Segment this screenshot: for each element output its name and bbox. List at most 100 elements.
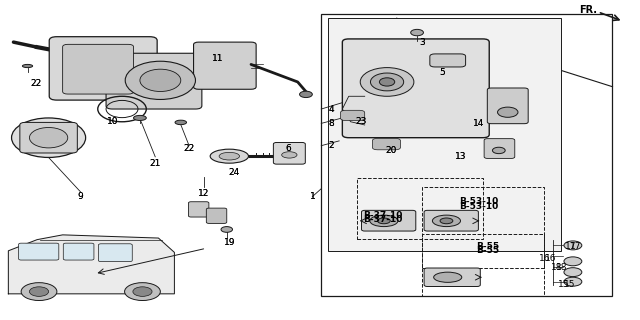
Text: 3: 3 <box>419 38 425 47</box>
Text: 4: 4 <box>329 105 334 114</box>
FancyBboxPatch shape <box>487 88 528 124</box>
FancyBboxPatch shape <box>188 202 209 217</box>
Ellipse shape <box>378 218 390 224</box>
FancyBboxPatch shape <box>424 210 478 231</box>
FancyBboxPatch shape <box>99 244 132 262</box>
Ellipse shape <box>12 118 86 157</box>
Text: 11: 11 <box>212 53 223 62</box>
Text: 9: 9 <box>77 192 83 201</box>
Text: 12: 12 <box>198 189 209 198</box>
Text: 21: 21 <box>150 159 161 168</box>
FancyBboxPatch shape <box>63 243 94 260</box>
Text: 23: 23 <box>356 117 367 126</box>
Text: 5: 5 <box>440 68 445 77</box>
Text: 20: 20 <box>386 146 397 155</box>
FancyBboxPatch shape <box>342 39 489 138</box>
Text: 8: 8 <box>328 119 334 128</box>
Text: 19: 19 <box>223 238 235 247</box>
Ellipse shape <box>282 152 297 158</box>
Text: 5: 5 <box>440 68 445 77</box>
Ellipse shape <box>221 227 232 232</box>
FancyBboxPatch shape <box>19 243 59 260</box>
Ellipse shape <box>371 73 404 91</box>
Ellipse shape <box>21 283 57 300</box>
Ellipse shape <box>434 272 462 282</box>
Ellipse shape <box>175 120 186 124</box>
Ellipse shape <box>125 283 161 300</box>
Ellipse shape <box>492 147 505 154</box>
Ellipse shape <box>360 68 414 96</box>
Ellipse shape <box>210 149 248 163</box>
Text: B-37-10: B-37-10 <box>364 215 403 224</box>
Text: 22: 22 <box>184 144 195 153</box>
Text: 14: 14 <box>473 119 484 128</box>
Bar <box>422 187 543 268</box>
Polygon shape <box>8 235 174 294</box>
Text: 24: 24 <box>228 168 239 177</box>
Ellipse shape <box>140 69 180 92</box>
Bar <box>328 18 561 251</box>
Text: 18: 18 <box>550 263 562 272</box>
Text: 6: 6 <box>285 144 291 153</box>
Ellipse shape <box>29 127 68 148</box>
Bar <box>357 178 483 239</box>
FancyBboxPatch shape <box>362 210 416 231</box>
Text: 14: 14 <box>473 119 484 128</box>
Text: 13: 13 <box>455 152 467 161</box>
Text: B-55: B-55 <box>476 242 500 251</box>
Text: 17: 17 <box>564 242 576 251</box>
Ellipse shape <box>29 287 49 296</box>
FancyBboxPatch shape <box>430 54 466 67</box>
Text: 22: 22 <box>30 79 42 88</box>
Text: 1: 1 <box>310 192 316 201</box>
Text: 9: 9 <box>77 192 83 201</box>
Ellipse shape <box>564 241 582 250</box>
Ellipse shape <box>564 277 582 286</box>
Ellipse shape <box>219 152 239 160</box>
Ellipse shape <box>300 91 312 98</box>
Text: B-37-10: B-37-10 <box>364 211 403 220</box>
FancyBboxPatch shape <box>193 42 256 89</box>
FancyBboxPatch shape <box>273 142 305 164</box>
Ellipse shape <box>125 61 195 100</box>
Text: 19: 19 <box>223 238 235 247</box>
Ellipse shape <box>380 78 395 86</box>
Text: 20: 20 <box>386 146 397 155</box>
Text: 1: 1 <box>310 192 316 201</box>
Text: 15: 15 <box>558 280 570 289</box>
FancyBboxPatch shape <box>372 138 401 150</box>
Ellipse shape <box>564 257 582 266</box>
Ellipse shape <box>433 215 461 227</box>
FancyBboxPatch shape <box>340 110 365 121</box>
Ellipse shape <box>133 287 152 296</box>
Text: 11: 11 <box>212 53 223 62</box>
Text: B-53-10: B-53-10 <box>460 202 499 211</box>
Text: 22: 22 <box>30 79 42 88</box>
Text: 23: 23 <box>356 117 367 126</box>
Bar <box>321 14 612 296</box>
Text: B-55: B-55 <box>476 246 500 255</box>
Text: 10: 10 <box>107 117 118 126</box>
Text: 6: 6 <box>285 144 291 153</box>
FancyBboxPatch shape <box>424 268 480 286</box>
Text: 16: 16 <box>545 254 556 263</box>
Text: 12: 12 <box>198 189 209 198</box>
FancyBboxPatch shape <box>20 123 77 153</box>
Ellipse shape <box>22 64 33 68</box>
Text: 17: 17 <box>570 242 582 251</box>
FancyBboxPatch shape <box>63 44 134 94</box>
Bar <box>422 234 543 296</box>
Text: 22: 22 <box>184 144 195 153</box>
Text: B-53-10: B-53-10 <box>460 197 499 206</box>
Text: FR.: FR. <box>579 5 597 15</box>
Text: 18: 18 <box>556 263 568 272</box>
Text: 15: 15 <box>564 280 575 289</box>
Ellipse shape <box>564 268 582 276</box>
Text: 2: 2 <box>329 141 334 150</box>
Text: 13: 13 <box>455 152 467 161</box>
Text: 24: 24 <box>228 168 239 177</box>
Text: 21: 21 <box>150 159 161 168</box>
FancyBboxPatch shape <box>106 53 202 109</box>
Ellipse shape <box>370 215 398 227</box>
FancyBboxPatch shape <box>49 37 157 100</box>
